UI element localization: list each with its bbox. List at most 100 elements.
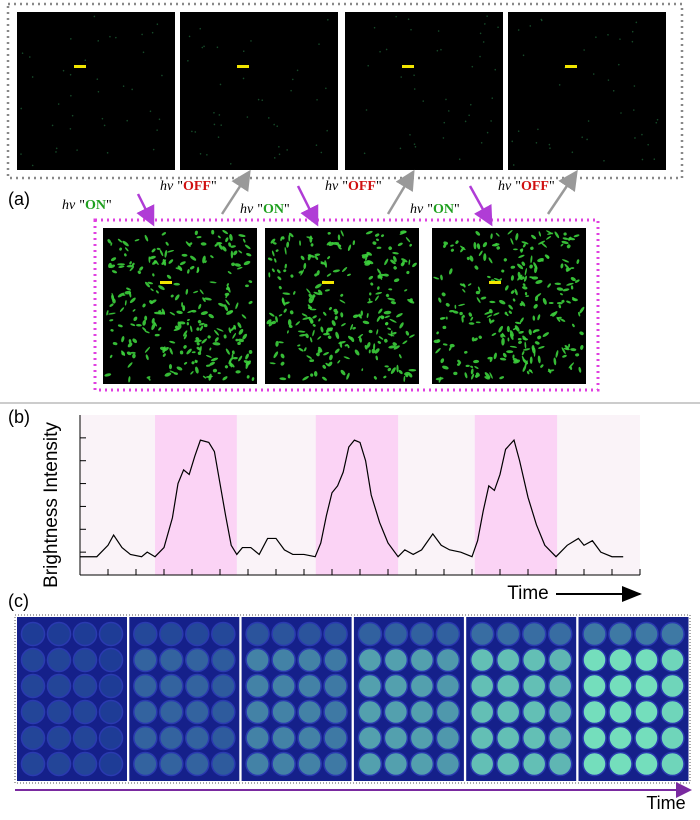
cell bbox=[458, 303, 466, 307]
quote: " bbox=[454, 202, 460, 217]
well bbox=[435, 673, 461, 699]
cell bbox=[318, 318, 321, 322]
cell bbox=[340, 312, 344, 318]
cell bbox=[340, 230, 344, 237]
cell bbox=[315, 144, 318, 147]
cell bbox=[641, 158, 644, 161]
cell bbox=[517, 29, 520, 31]
cell bbox=[167, 249, 175, 253]
cell bbox=[559, 318, 566, 322]
cell bbox=[510, 275, 514, 281]
cell bbox=[309, 337, 313, 343]
cell bbox=[124, 300, 127, 306]
cell bbox=[530, 255, 533, 264]
cell bbox=[235, 338, 239, 342]
micrographs bbox=[6, 2, 684, 392]
cell bbox=[573, 234, 580, 238]
cell bbox=[458, 158, 461, 161]
well bbox=[98, 725, 124, 751]
well bbox=[271, 647, 296, 673]
cell bbox=[476, 297, 481, 304]
cell bbox=[280, 236, 283, 242]
well bbox=[357, 725, 383, 751]
cell bbox=[168, 259, 174, 264]
cell bbox=[188, 35, 191, 38]
cell bbox=[158, 118, 161, 121]
cell bbox=[579, 331, 584, 336]
well bbox=[409, 725, 435, 751]
quote: " bbox=[427, 202, 433, 217]
cell bbox=[519, 302, 523, 307]
cell bbox=[517, 274, 523, 281]
cell bbox=[312, 329, 315, 337]
cell bbox=[385, 293, 390, 298]
cell bbox=[153, 311, 161, 315]
cell bbox=[443, 241, 449, 245]
on-arrow bbox=[136, 193, 155, 227]
photon-symbol: hν bbox=[62, 198, 76, 213]
micrograph bbox=[265, 228, 419, 384]
cell bbox=[187, 310, 194, 314]
cell bbox=[413, 74, 415, 77]
cell bbox=[366, 342, 371, 348]
cell bbox=[133, 316, 138, 322]
cell bbox=[542, 297, 547, 305]
well bbox=[323, 751, 348, 777]
cell bbox=[183, 361, 188, 365]
cell bbox=[158, 285, 165, 291]
cell bbox=[350, 323, 354, 331]
cell bbox=[521, 261, 526, 266]
cell bbox=[283, 269, 287, 273]
cell bbox=[528, 329, 532, 336]
cell bbox=[342, 267, 348, 273]
cell bbox=[583, 49, 585, 51]
state: OFF bbox=[183, 179, 211, 194]
well bbox=[469, 621, 495, 647]
cell bbox=[384, 365, 389, 368]
cell bbox=[232, 357, 238, 360]
cell bbox=[142, 327, 147, 332]
cell bbox=[409, 334, 415, 338]
cell bbox=[563, 232, 567, 236]
cell bbox=[368, 298, 371, 302]
cell bbox=[277, 341, 284, 344]
well bbox=[634, 699, 659, 725]
cell bbox=[334, 348, 340, 354]
cell bbox=[126, 119, 128, 122]
well bbox=[211, 621, 236, 647]
intensity-line bbox=[80, 438, 624, 558]
cell bbox=[529, 25, 532, 27]
cell bbox=[517, 130, 520, 133]
well bbox=[495, 751, 521, 777]
cell bbox=[152, 260, 158, 265]
cell bbox=[243, 260, 251, 266]
cell bbox=[333, 308, 338, 313]
micrograph bbox=[345, 12, 503, 170]
cell bbox=[360, 310, 363, 316]
cell bbox=[363, 152, 366, 155]
cell bbox=[380, 234, 385, 238]
cell bbox=[380, 315, 385, 320]
cell bbox=[287, 330, 289, 334]
well bbox=[133, 751, 158, 777]
cell bbox=[129, 261, 132, 265]
cell bbox=[117, 324, 123, 328]
cell bbox=[227, 271, 232, 275]
cell bbox=[310, 243, 314, 247]
on-interval bbox=[315, 415, 399, 575]
cell bbox=[308, 316, 314, 323]
cell bbox=[537, 355, 541, 364]
quote: " bbox=[257, 202, 263, 217]
cell bbox=[493, 277, 501, 282]
cell bbox=[93, 15, 96, 18]
well bbox=[98, 621, 124, 647]
cell bbox=[218, 242, 223, 250]
cell bbox=[191, 130, 193, 133]
cell bbox=[326, 241, 332, 246]
well bbox=[46, 621, 72, 647]
cell bbox=[69, 73, 72, 76]
cell bbox=[275, 340, 279, 347]
cell bbox=[569, 366, 573, 370]
cell bbox=[535, 279, 543, 284]
cell bbox=[320, 151, 323, 154]
